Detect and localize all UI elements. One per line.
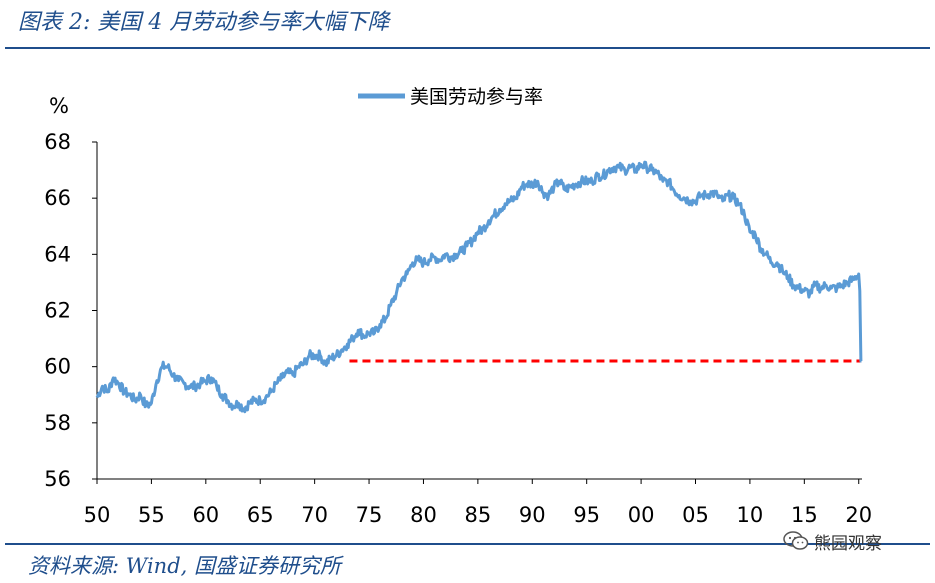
- wechat-icon: [783, 531, 809, 550]
- x-tick-label: 15: [791, 503, 818, 527]
- y-tick-label: 66: [44, 186, 71, 210]
- figure-title: 图表 2: 美国 4 月劳动参与率大幅下降: [18, 10, 390, 35]
- x-tick-label: 50: [84, 503, 111, 527]
- x-tick-label: 70: [301, 503, 328, 527]
- x-tick-label: 75: [356, 503, 383, 527]
- legend: 美国劳动参与率: [358, 86, 543, 108]
- x-tick-label: 90: [519, 503, 546, 527]
- y-tick-label: 62: [44, 299, 71, 323]
- source-note: 资料来源: Wind, 国盛证券研究所: [28, 554, 341, 578]
- series-group: [95, 160, 863, 414]
- y-tick-label: 64: [44, 242, 71, 266]
- x-tick-label: 10: [737, 503, 764, 527]
- x-tick-label: 55: [138, 503, 165, 527]
- legend-label: 美国劳动参与率: [410, 86, 543, 108]
- series-line: [95, 160, 863, 414]
- y-tick-label: 58: [44, 411, 71, 435]
- axes: [96, 142, 862, 480]
- x-tick-label: 05: [682, 503, 709, 527]
- x-tick-label: 65: [247, 503, 274, 527]
- y-tick-label: 60: [44, 355, 71, 379]
- x-tick-label: 20: [845, 503, 872, 527]
- x-tick-label: 95: [573, 503, 600, 527]
- y-tick-label: 68: [44, 130, 71, 154]
- x-ticks: 50 55 60 65 70 75 80 85 90 95 00 05 10 15 20: [84, 479, 872, 527]
- x-tick-label: 80: [410, 503, 437, 527]
- y-ticks: 56 58 60 62 64 66 68: [44, 130, 97, 491]
- x-tick-label: 60: [192, 503, 219, 527]
- y-tick-label: 56: [44, 467, 71, 491]
- source-rule: [5, 543, 930, 545]
- y-axis-label: %: [49, 94, 69, 118]
- x-tick-label: 85: [465, 503, 492, 527]
- x-tick-label: 00: [628, 503, 655, 527]
- watermark: 熊园观察: [783, 528, 882, 554]
- title-rule: [5, 47, 930, 49]
- watermark-text: 熊园观察: [814, 533, 882, 554]
